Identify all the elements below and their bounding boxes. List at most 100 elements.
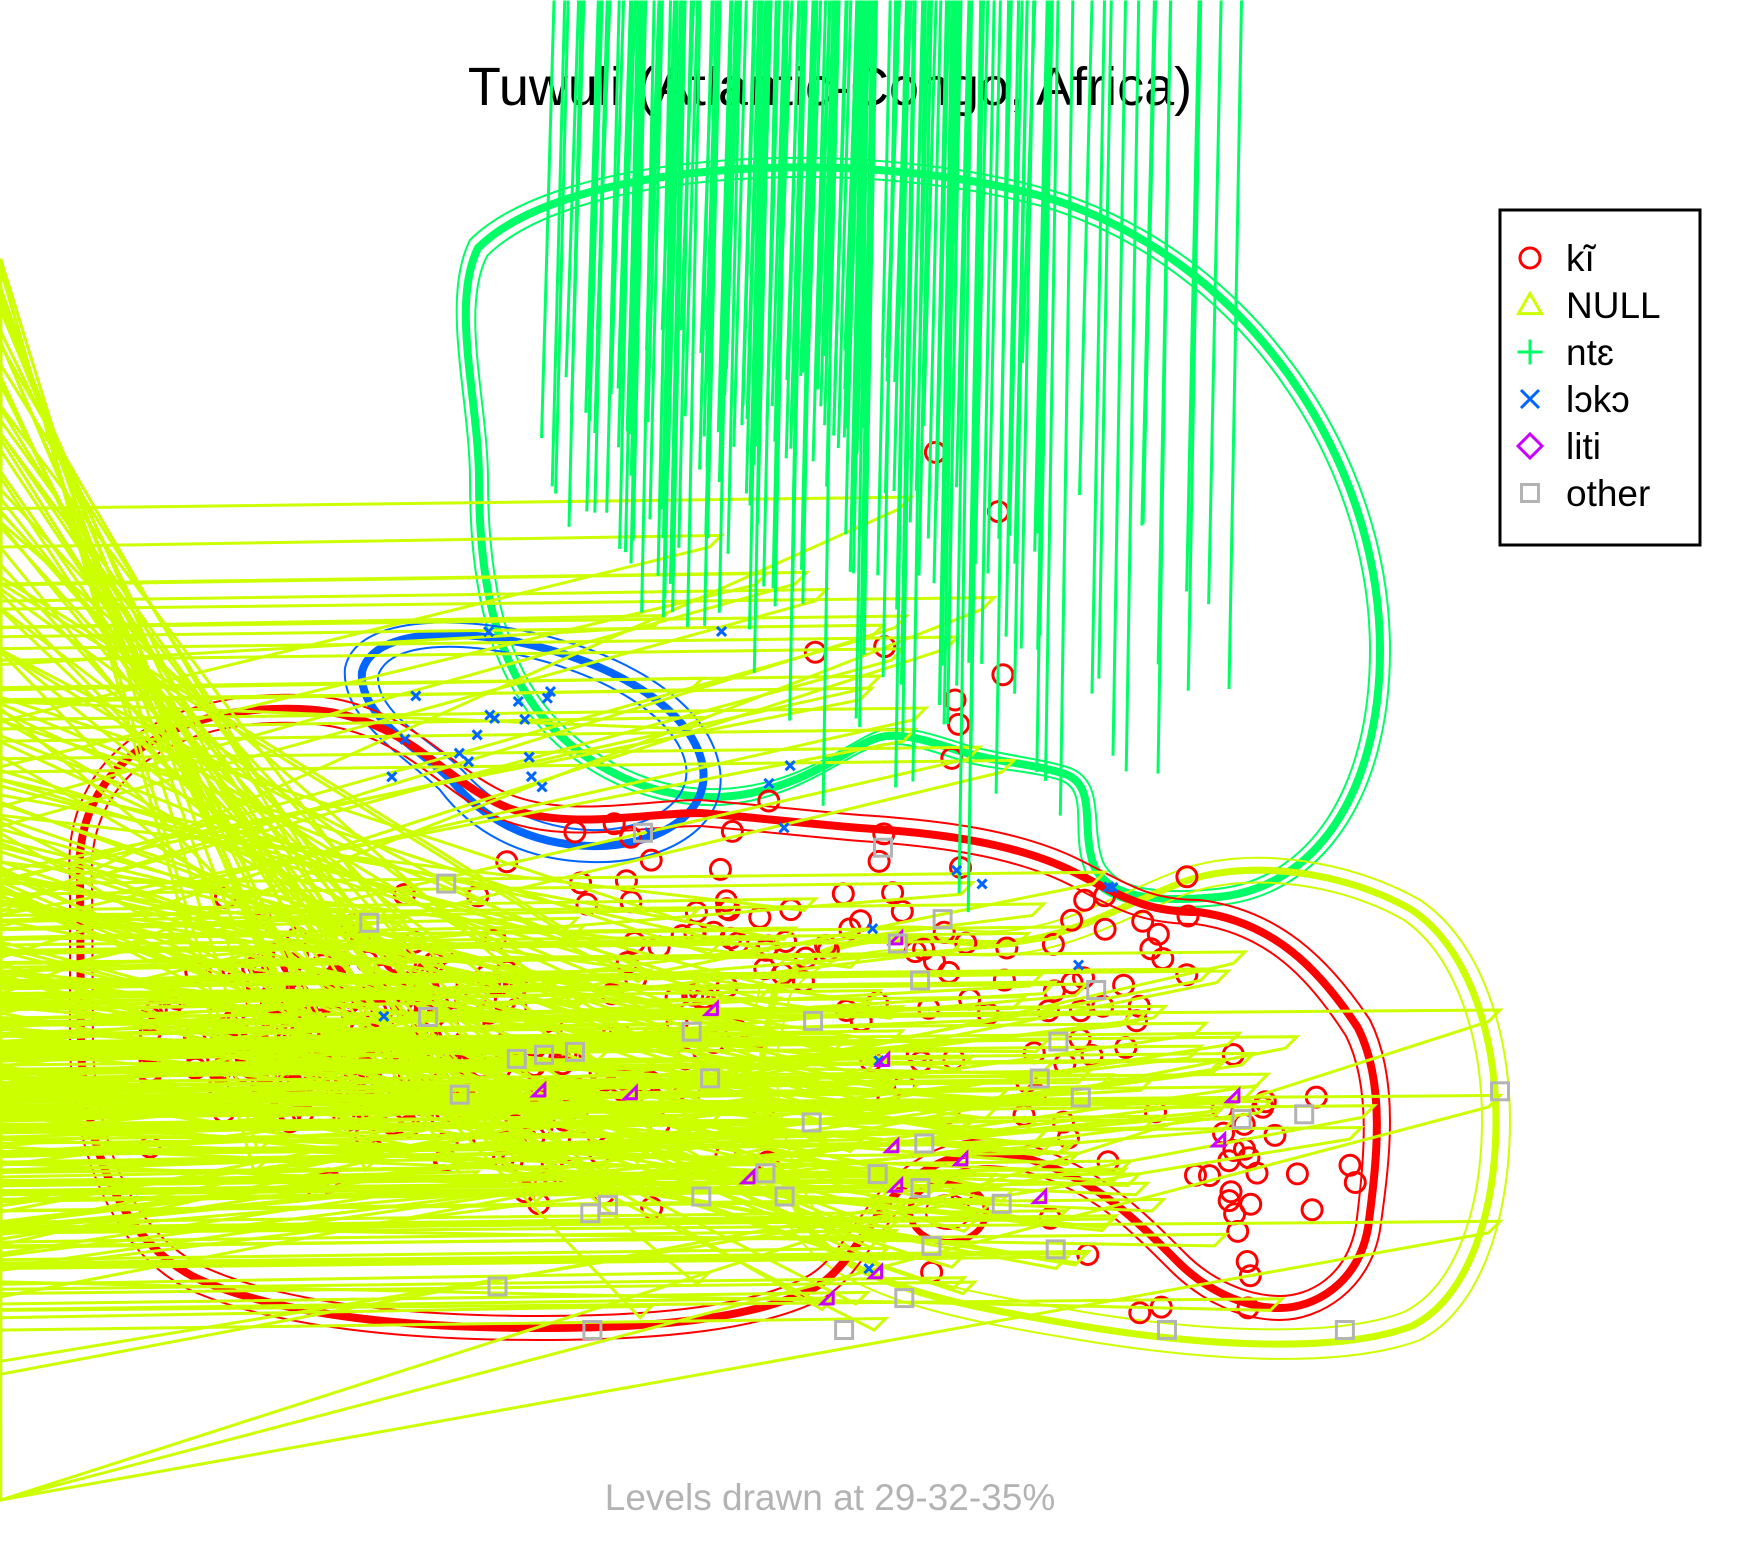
data-point-plus (663, 0, 679, 599)
data-point-plus (1185, 0, 1201, 592)
data-point-square (887, 933, 908, 954)
data-point-circle (1128, 1301, 1152, 1325)
contour-ki-mid (75, 704, 1381, 1333)
data-point-plus (819, 0, 835, 407)
data-point-plus (946, 0, 962, 725)
data-point-circle (1226, 1219, 1250, 1243)
data-point-plus (858, 0, 874, 728)
data-point-cross (1072, 959, 1085, 971)
data-point-plus (862, 0, 879, 655)
data-point-square (1029, 1068, 1050, 1089)
data-point-plus (973, 0, 990, 565)
data-point-plus (926, 0, 943, 539)
data-point-cross (399, 733, 411, 745)
data-point-plus (1097, 0, 1113, 679)
data-point-cross (951, 864, 963, 876)
data-point-plus (762, 0, 778, 587)
data-point-cross (544, 685, 557, 698)
data-point-plus (1013, 0, 1029, 694)
data-point-cross (867, 923, 879, 935)
data-point-plus (618, 0, 634, 549)
data-point-square (755, 1163, 776, 1184)
data-point-square (359, 912, 380, 933)
data-point-plus (955, 0, 971, 686)
data-point-plus (1090, 0, 1107, 694)
data-point-cross (976, 878, 988, 890)
data-point-circle (720, 819, 744, 843)
legend-items: kĩ NULL ntɛ lɔkɔ liti other (1515, 238, 1661, 514)
data-point-plus (1111, 0, 1128, 756)
data-point-plus (784, 0, 801, 459)
data-point-square (1048, 1031, 1069, 1052)
data-point-square (894, 1288, 915, 1309)
data-point-circle (1112, 973, 1136, 997)
data-point-cross (763, 777, 775, 790)
data-point-circle (991, 663, 1015, 687)
data-point-circle (1238, 1264, 1262, 1288)
data-point-plus (628, 0, 644, 435)
data-point-diamond (1209, 1130, 1227, 1148)
data-point-plus (778, 0, 794, 331)
data-point-diamond (817, 1288, 835, 1306)
legend-label: ntɛ (1566, 332, 1614, 373)
data-point-diamond (882, 1136, 900, 1154)
data-point-plus (1044, 0, 1060, 781)
data-point-plus (1186, 0, 1203, 691)
data-point-plus (554, 0, 570, 494)
data-point-plus (994, 0, 1011, 794)
data-point-square (1070, 1087, 1091, 1108)
data-point-cross (471, 729, 483, 741)
data-point-plus (876, 0, 892, 576)
data-point-square (774, 1186, 795, 1207)
data-point-cross (519, 713, 531, 725)
data-point-circle (1235, 1250, 1259, 1273)
data-point-plus (821, 0, 838, 806)
legend-marker-diamond (1515, 431, 1545, 461)
data-point-square (991, 1193, 1012, 1214)
data-point-square (582, 1320, 603, 1340)
data-point-cross (489, 712, 501, 725)
data-point-square (867, 1164, 888, 1185)
data-point-plus (935, 0, 951, 501)
chart-caption: Levels drawn at 29-32-35% (605, 1477, 1055, 1518)
data-point-circle (1300, 1198, 1324, 1222)
data-point-square (565, 1041, 585, 1062)
data-point-plus (540, 0, 556, 439)
data-point-square (1231, 1109, 1252, 1129)
data-point-diamond (620, 1083, 638, 1101)
data-point-cross (536, 781, 548, 793)
data-point-plus (1058, 0, 1075, 816)
data-point-plus (791, 0, 807, 592)
data-point-diamond (886, 928, 904, 946)
data-point-plus (679, 0, 696, 331)
data-point-plus (773, 0, 789, 442)
data-point-cross (863, 1263, 875, 1275)
data-point-plus (911, 0, 927, 782)
data-point-plus (940, 0, 956, 666)
legend-marker-plus (1517, 339, 1543, 365)
data-point-plus (645, 0, 661, 351)
data-point-circle (1285, 1162, 1309, 1186)
data-point-circle (1131, 909, 1155, 933)
legend-box (1498, 208, 1702, 547)
data-point-square (633, 822, 653, 843)
data-point-plus (588, 0, 604, 422)
legend-marker-circle (1518, 246, 1542, 270)
data-point-circle (757, 789, 781, 813)
data-point-plus (899, 0, 916, 685)
data-point-square (700, 1068, 721, 1089)
data-point-plus (609, 0, 626, 394)
data-point-plus (623, 0, 640, 553)
data-point-plus (969, 0, 986, 748)
data-point-circle (947, 712, 971, 736)
data-point-plus (894, 0, 910, 788)
data-point-plus (716, 0, 733, 433)
data-point-circle (872, 822, 896, 846)
data-point-circle (1338, 1153, 1362, 1177)
legend-marker-cross (1519, 388, 1541, 410)
data-point-triangle (0, 596, 998, 996)
data-point-square (436, 873, 457, 894)
data-point-plus (648, 0, 664, 520)
data-point-circle (1219, 1180, 1243, 1204)
data-point-square (691, 1186, 712, 1207)
